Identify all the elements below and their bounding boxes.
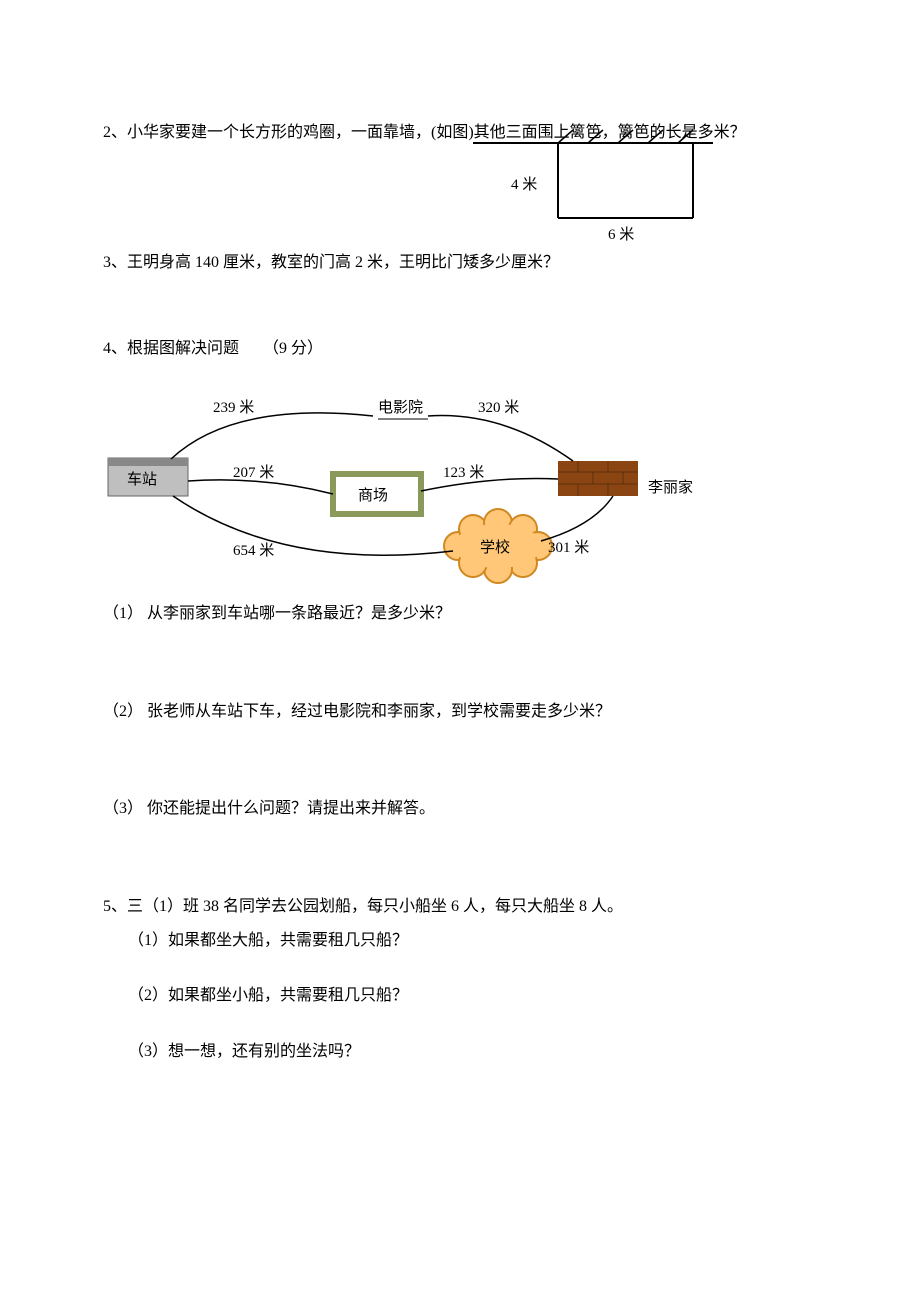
mall-label: 商场 bbox=[358, 484, 388, 508]
edge-station-cinema bbox=[171, 413, 373, 459]
question-3: 3、王明身高 140 厘米，教室的门高 2 米，王明比门矮多少厘米？ bbox=[103, 250, 817, 276]
q2-length-label: 6 米 bbox=[608, 223, 634, 247]
q5-sub3: （3）想一想，还有别的坐法吗？ bbox=[128, 1039, 817, 1065]
lili-label: 李丽家 bbox=[648, 476, 693, 500]
q2-diagram: 4 米 6 米 bbox=[473, 133, 733, 243]
q4-sub3: （3） 你还能提出什么问题？请提出来并解答。 bbox=[103, 796, 817, 822]
station-roof bbox=[108, 458, 188, 466]
question-2: 2、小华家要建一个长方形的鸡圈，一面靠墙，(如图)其他三面围上篱笆，篱笆的长是多… bbox=[103, 100, 817, 250]
edge-school-lili bbox=[541, 496, 613, 541]
school-label: 学校 bbox=[480, 536, 510, 560]
edge-label-207: 207 米 bbox=[233, 461, 274, 485]
edge-label-654: 654 米 bbox=[233, 539, 274, 563]
q4-sub1: （1） 从李丽家到车站哪一条路最近？是多少米？ bbox=[103, 601, 817, 627]
cinema-label: 电影院 bbox=[378, 396, 423, 420]
edge-label-123: 123 米 bbox=[443, 461, 484, 485]
question-5-title: 5、三（1）班 38 名同学去公园划船，每只小船坐 6 人，每只大船坐 8 人。 bbox=[103, 894, 817, 920]
edge-label-301: 301 米 bbox=[548, 536, 589, 560]
q5-sub1: （1）如果都坐大船，共需要租几只船？ bbox=[128, 928, 817, 954]
edge-label-320: 320 米 bbox=[478, 396, 519, 420]
edge-cinema-lili bbox=[428, 416, 573, 461]
question-4-title: 4、根据图解决问题 （9 分） bbox=[103, 336, 817, 362]
q5-sub2: （2）如果都坐小船，共需要租几只船？ bbox=[128, 983, 817, 1009]
lili-node bbox=[558, 461, 638, 496]
edge-mall-lili bbox=[421, 479, 558, 492]
station-label: 车站 bbox=[127, 468, 157, 492]
q4-diagram: 车站 电影院 商场 学校 李丽家 239 米 320 米 207 米 123 米… bbox=[103, 381, 783, 571]
edge-label-239: 239 米 bbox=[213, 396, 254, 420]
q2-width-label: 4 米 bbox=[511, 173, 537, 197]
q4-sub2: （2） 张老师从车站下车，经过电影院和李丽家，到学校需要走多少米？ bbox=[103, 699, 817, 725]
